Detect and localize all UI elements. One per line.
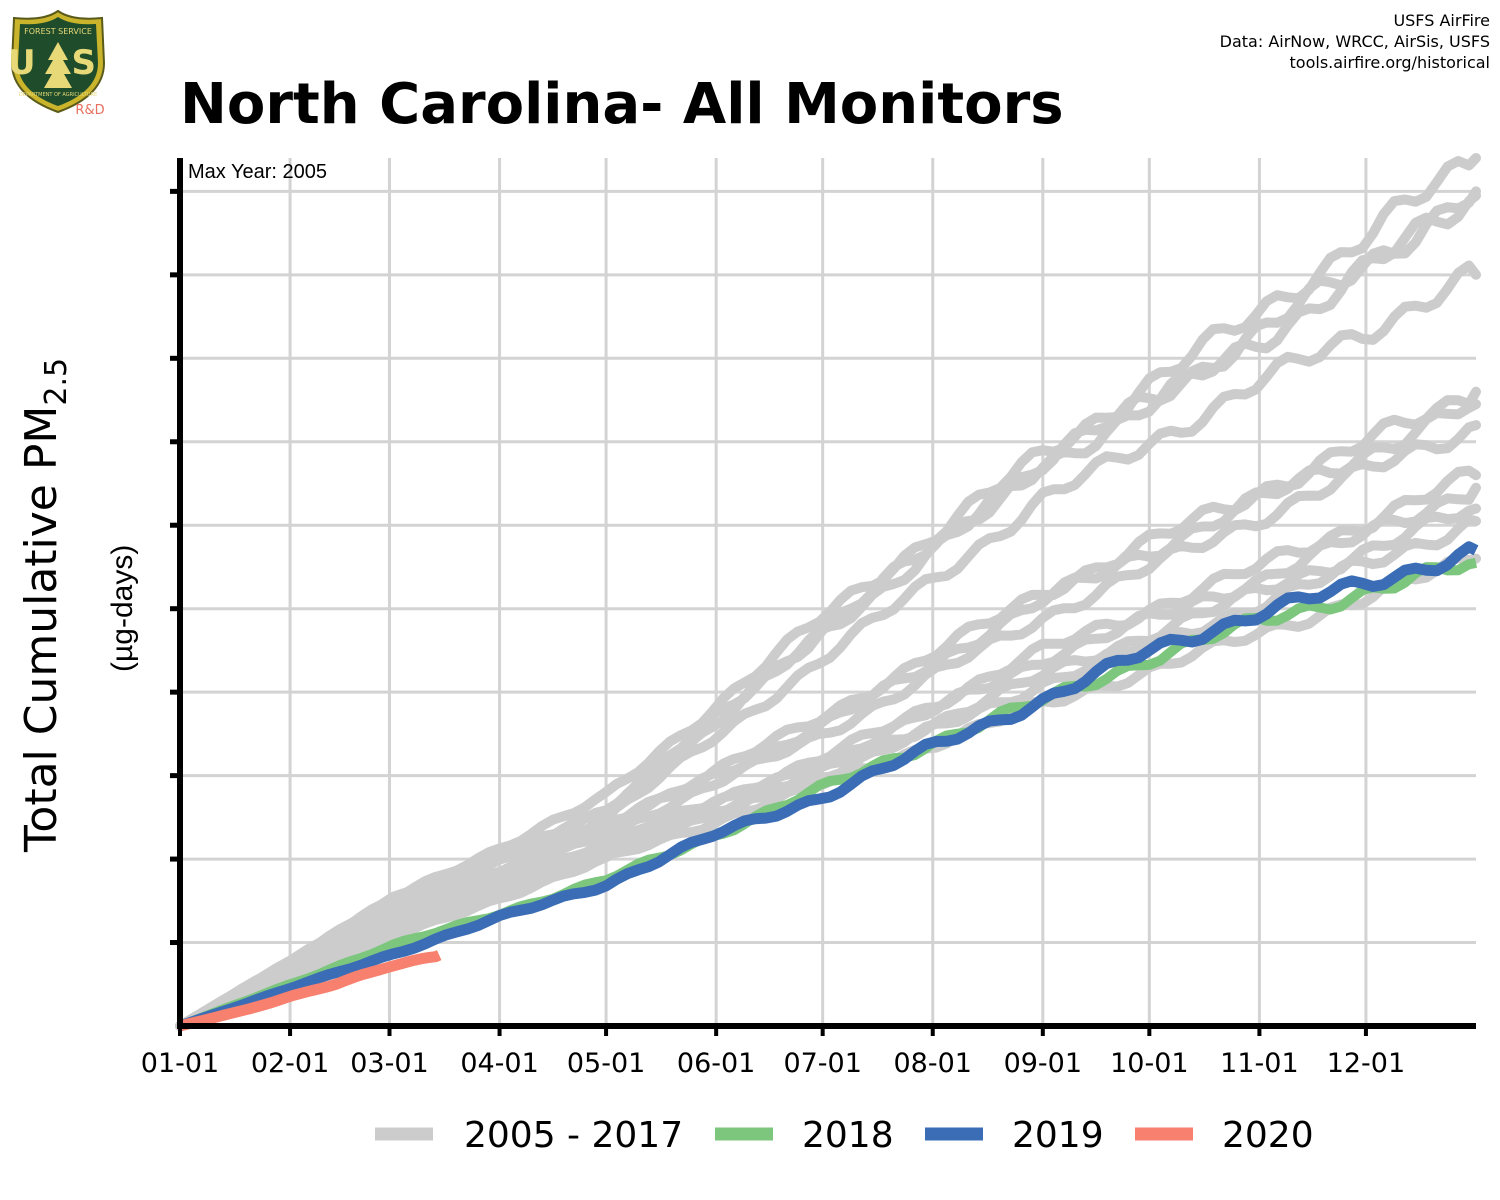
credit-line: tools.airfire.org/historical <box>1289 53 1490 72</box>
legend: 2005 - 2017 2018 2019 2020 <box>375 1115 1314 1156</box>
legend-label: 2019 <box>1012 1115 1104 1156</box>
x-tick-label: 05-01 <box>567 1048 645 1079</box>
historic-year-line <box>175 503 1481 1031</box>
x-tick-label: 03-01 <box>350 1048 428 1079</box>
usfs-shield-logo: FOREST SERVICE U S DEPARTMENT OF AGRICUL… <box>8 9 106 118</box>
legend-label: 2018 <box>802 1115 894 1156</box>
x-tick-label: 02-01 <box>251 1048 329 1079</box>
logo-rd-tag: R&D <box>75 103 104 118</box>
logo-bottom-text: DEPARTMENT OF AGRICULTURE <box>19 92 97 98</box>
line-2020 <box>178 950 442 1032</box>
x-tick-label: 10-01 <box>1110 1048 1188 1079</box>
historic-year-line <box>175 420 1481 1031</box>
tree-icon <box>44 42 72 88</box>
credits-block: USFS AirFire Data: AirNow, WRCC, AirSis,… <box>1220 10 1490 73</box>
x-tick-labels: 01-01 02-01 03-01 04-01 05-01 06-01 07-01 08-01… <box>141 1048 1405 1079</box>
axes-group <box>170 158 1476 1036</box>
max-year-annotation: Max Year: 2005 <box>188 161 327 183</box>
historic-series-group <box>175 153 1481 1031</box>
x-tick-label: 09-01 <box>1004 1048 1082 1079</box>
y-axis-units: (µg-days) <box>106 545 139 672</box>
x-tick-label: 08-01 <box>894 1048 972 1079</box>
x-tick-label: 11-01 <box>1220 1048 1298 1079</box>
y-axis-title: Total Cumulative PM2.5 <box>16 358 74 853</box>
x-tick-label: 06-01 <box>677 1048 755 1079</box>
credit-line: USFS AirFire <box>1393 11 1490 30</box>
recent-series-group <box>178 541 1479 1032</box>
chart-title: North Carolina- All Monitors <box>180 72 1064 137</box>
historic-year-line <box>175 190 1481 1031</box>
y-axis-title-main: Total Cumulative PM <box>16 406 67 853</box>
legend-label: 2005 - 2017 <box>464 1115 683 1156</box>
historic-year-line <box>175 260 1481 1031</box>
y-axis-title-subscript: 2.5 <box>39 358 74 406</box>
credit-line: Data: AirNow, WRCC, AirSis, USFS <box>1219 32 1490 51</box>
y-axis-label: Total Cumulative PM2.5 (µg-days) <box>16 358 139 853</box>
x-tick-label: 04-01 <box>460 1048 538 1079</box>
line-2019 <box>178 541 1479 1032</box>
legend-label: 2020 <box>1222 1115 1314 1156</box>
x-tick-label: 12-01 <box>1327 1048 1405 1079</box>
x-tick-label: 01-01 <box>141 1048 219 1079</box>
logo-top-text: FOREST SERVICE <box>24 27 92 36</box>
x-tick-label: 07-01 <box>783 1048 861 1079</box>
